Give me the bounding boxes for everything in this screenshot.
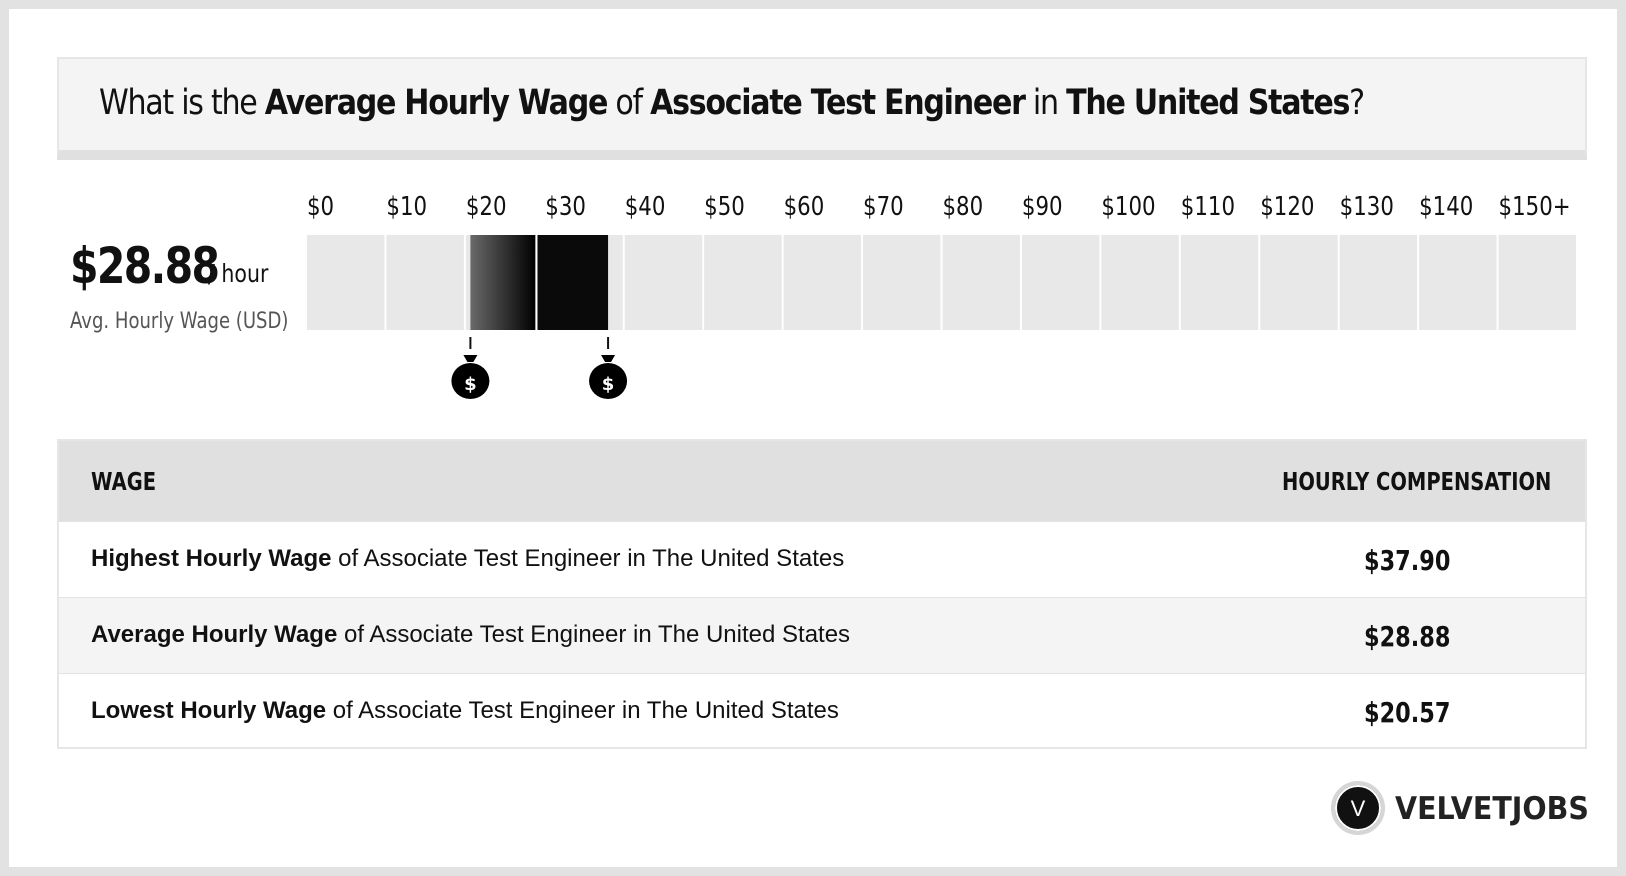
- x-tick-label: $110: [1181, 191, 1235, 222]
- question-header: What is the Average Hourly Wage of Assoc…: [57, 57, 1587, 160]
- x-tick-label: $0: [307, 191, 334, 222]
- row-label-rest: of Associate Test Engineer in The United…: [326, 697, 839, 724]
- x-tick-label: $140: [1419, 191, 1473, 222]
- average-wage-caption: Avg. Hourly Wage (USD): [70, 309, 289, 334]
- table-row: Average Hourly Wage of Associate Test En…: [59, 597, 1585, 673]
- scale-segment: [704, 235, 782, 330]
- scale-segment: [1101, 235, 1179, 330]
- row-value: $37.90: [1364, 544, 1451, 577]
- money-bag-icon: [589, 363, 628, 399]
- scale-segment: [1498, 235, 1576, 330]
- range-bar-lower: [470, 235, 536, 330]
- x-tick-label: $20: [466, 191, 507, 222]
- average-wage-amount: $28.88: [70, 237, 220, 295]
- money-bag-icon: [601, 355, 616, 362]
- scale-segment: [863, 235, 941, 330]
- row-label-rest: of Associate Test Engineer in The United…: [337, 621, 851, 648]
- row-label: Average Hourly Wage of Associate Test En…: [91, 621, 850, 649]
- table-row: Lowest Hourly Wage of Associate Test Eng…: [59, 673, 1585, 749]
- money-bag-icon: [463, 355, 478, 362]
- x-tick-label: $150+: [1499, 191, 1571, 222]
- question-part: in: [1024, 83, 1067, 123]
- scale-segment: [307, 235, 385, 330]
- scale-segment: [1180, 235, 1259, 330]
- question-part: What is the: [99, 83, 265, 123]
- row-label-bold: Highest Hourly Wage: [91, 545, 332, 572]
- row-label: Lowest Hourly Wage of Associate Test Eng…: [91, 697, 839, 725]
- money-bag-icon: [451, 363, 490, 399]
- x-tick-label: $50: [704, 191, 745, 222]
- logo-wordmark: VELVETJOBS: [1395, 791, 1589, 827]
- logo-mark-icon: V: [1331, 781, 1385, 835]
- x-tick-label: $130: [1340, 191, 1394, 222]
- wage-table: WAGE HOURLY COMPENSATION Highest Hourly …: [57, 439, 1587, 749]
- wage-unit: / hour: [208, 259, 269, 288]
- average-wage-summary: $28.88 / hour: [70, 237, 268, 295]
- x-tick-label: $100: [1101, 191, 1155, 222]
- scale-segment: [1260, 235, 1338, 330]
- logo-letter: V: [1335, 785, 1381, 831]
- row-value: $20.57: [1364, 696, 1451, 729]
- x-tick-label: $120: [1260, 191, 1314, 222]
- question-job-title: Associate Test Engineer: [650, 83, 1026, 123]
- scale-segment: [1339, 235, 1418, 330]
- column-header-wage: WAGE: [91, 467, 157, 496]
- scale-segment: [624, 235, 703, 330]
- question-part: ?: [1349, 83, 1365, 123]
- scale-segment: [1419, 235, 1497, 330]
- question-text: What is the Average Hourly Wage of Assoc…: [99, 83, 1365, 123]
- scale-segment: [783, 235, 862, 330]
- x-tick-label: $80: [943, 191, 984, 222]
- question-metric: Average Hourly Wage: [264, 83, 609, 123]
- scale-segment: [942, 235, 1020, 330]
- x-tick-label: $60: [784, 191, 825, 222]
- money-bag-glyph: $: [464, 374, 477, 395]
- table-header: WAGE HOURLY COMPENSATION: [59, 441, 1585, 521]
- column-header-compensation: HOURLY COMPENSATION: [1282, 467, 1552, 496]
- x-tick-label: $70: [863, 191, 904, 222]
- x-tick-label: $30: [545, 191, 586, 222]
- x-tick-label: $40: [625, 191, 666, 222]
- scale-segment: [1021, 235, 1100, 330]
- range-bar-upper: [537, 235, 609, 330]
- x-tick-label: $10: [386, 191, 427, 222]
- row-label-bold: Average Hourly Wage: [91, 621, 338, 648]
- question-part: of: [607, 83, 651, 123]
- row-label-bold: Lowest Hourly Wage: [91, 697, 327, 724]
- row-label: Highest Hourly Wage of Associate Test En…: [91, 545, 844, 573]
- money-bag-glyph: $: [602, 374, 615, 395]
- scale-segment: [386, 235, 464, 330]
- x-tick-label: $90: [1022, 191, 1063, 222]
- row-label-rest: of Associate Test Engineer in The United…: [331, 545, 845, 572]
- table-row: Highest Hourly Wage of Associate Test En…: [59, 521, 1585, 597]
- row-value: $28.88: [1364, 620, 1451, 653]
- question-location: The United States: [1066, 83, 1350, 123]
